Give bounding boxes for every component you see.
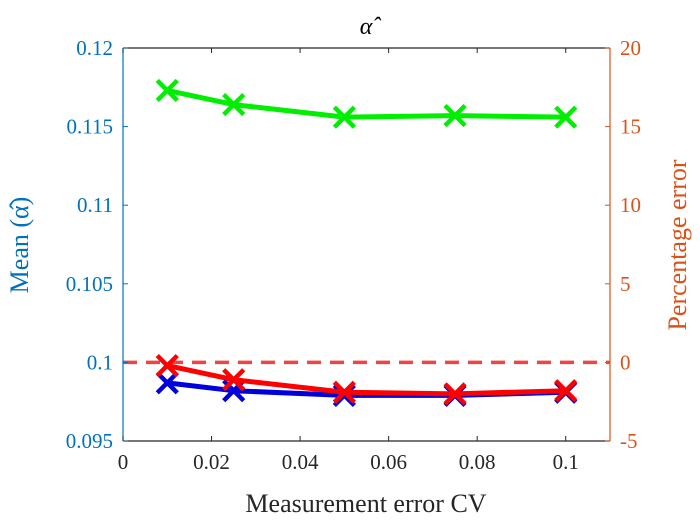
x-tick-label: 0.04 <box>282 450 319 474</box>
series-1-point <box>222 93 246 117</box>
x-tick-label: 0.06 <box>370 450 407 474</box>
series-3-point <box>554 379 578 403</box>
x-tick-label: 0.02 <box>193 450 230 474</box>
x-tick-label: 0 <box>118 450 129 474</box>
left-y-tick-label: 0.12 <box>76 36 113 60</box>
x-tick-label: 0.1 <box>553 450 579 474</box>
right-y-tick-label: -5 <box>620 429 638 453</box>
right-y-tick-label: 15 <box>620 115 641 139</box>
left-y-axis-label: Mean (α̂) <box>5 197 34 294</box>
left-y-tick-label: 0.1 <box>87 350 113 374</box>
series-3-point <box>332 380 356 404</box>
right-y-axis-label: Percentage error <box>663 159 692 330</box>
series-2-point <box>155 371 179 395</box>
left-y-tick-label: 0.105 <box>66 272 113 296</box>
left-y-tick-label: 0.095 <box>66 429 113 453</box>
chart-title: α̂ <box>360 14 382 40</box>
left-y-tick-label: 0.115 <box>67 115 113 139</box>
left-y-tick-label: 0.11 <box>77 193 113 217</box>
plot-area <box>123 48 610 441</box>
series-1-point <box>443 104 467 128</box>
right-y-tick-label: 5 <box>620 272 631 296</box>
right-y-tick-label: 10 <box>620 193 641 217</box>
right-y-tick-label: 20 <box>620 36 641 60</box>
x-axis-label: Measurement error CV <box>245 489 486 518</box>
series-3-point <box>222 368 246 392</box>
series-1-point <box>332 105 356 129</box>
series-1-point <box>155 78 179 103</box>
series-3-point <box>155 353 179 378</box>
series-3-point <box>443 382 467 406</box>
series-1-point <box>554 105 578 129</box>
x-tick-label: 0.08 <box>459 450 496 474</box>
right-y-tick-label: 0 <box>620 350 631 374</box>
